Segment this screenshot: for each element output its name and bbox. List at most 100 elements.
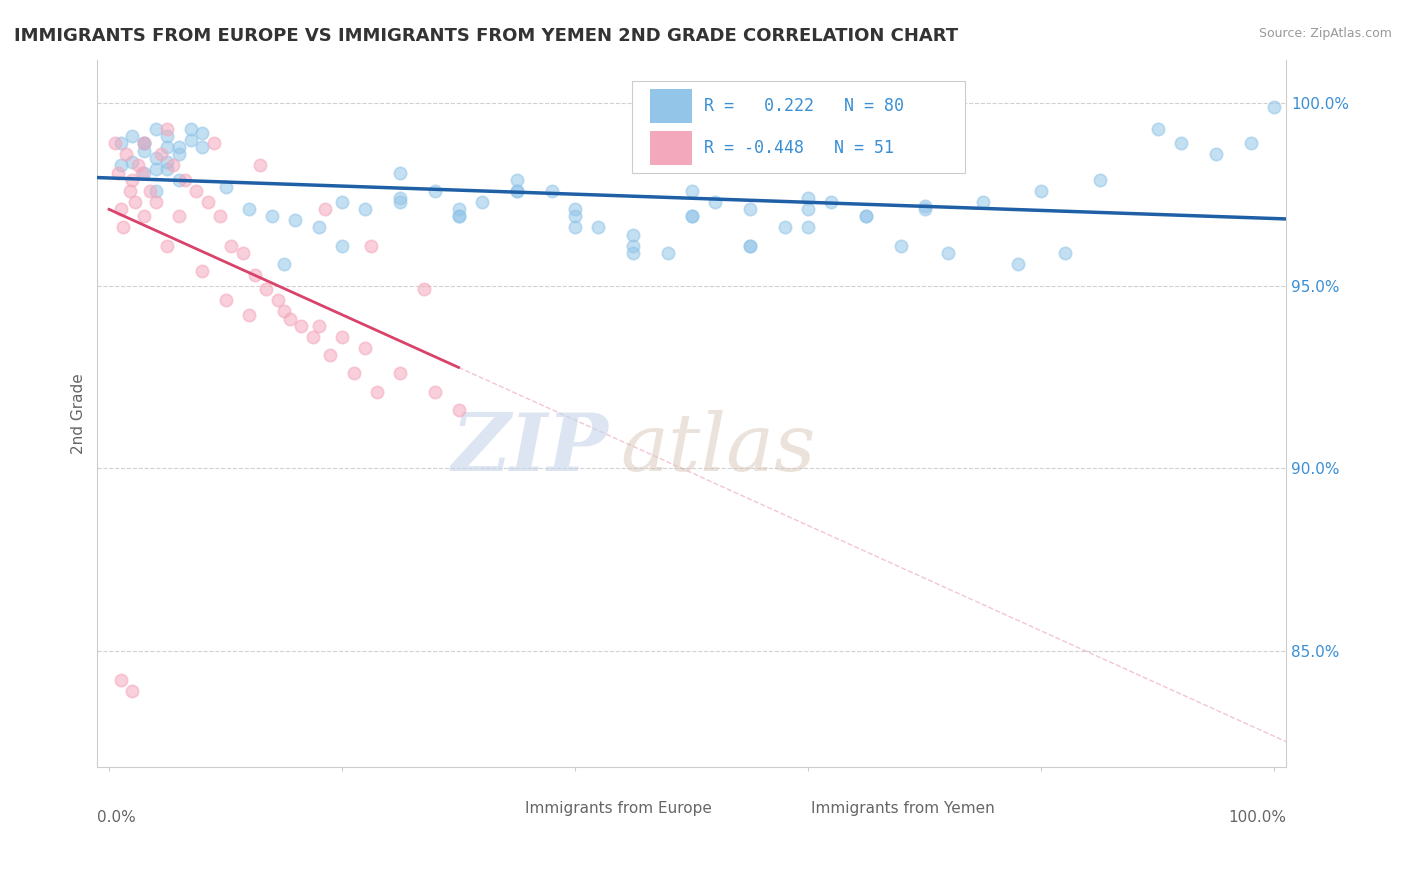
- Point: [145, 161, 167, 176]
- Point: [704, 194, 727, 209]
- Text: 100.0%: 100.0%: [1227, 810, 1286, 825]
- Point: [773, 220, 796, 235]
- Text: Immigrants from Europe: Immigrants from Europe: [526, 801, 711, 816]
- FancyBboxPatch shape: [633, 81, 965, 173]
- Point: [890, 238, 912, 252]
- Point: [191, 140, 214, 154]
- Point: [914, 198, 936, 212]
- Point: [797, 220, 820, 235]
- Point: [447, 402, 470, 417]
- Point: [167, 147, 190, 161]
- Point: [267, 293, 290, 308]
- Point: [262, 210, 284, 224]
- Text: IMMIGRANTS FROM EUROPE VS IMMIGRANTS FROM YEMEN 2ND GRADE CORRELATION CHART: IMMIGRANTS FROM EUROPE VS IMMIGRANTS FRO…: [14, 27, 957, 45]
- Point: [121, 683, 143, 698]
- Point: [681, 184, 703, 198]
- Text: 0.0%: 0.0%: [97, 810, 136, 825]
- Point: [104, 136, 127, 151]
- Point: [855, 210, 877, 224]
- Point: [111, 220, 134, 235]
- Point: [330, 194, 353, 209]
- Point: [797, 191, 820, 205]
- Point: [621, 246, 644, 260]
- Point: [121, 154, 143, 169]
- Point: [145, 194, 167, 209]
- Point: [238, 202, 260, 216]
- Point: [273, 257, 295, 271]
- Point: [214, 293, 236, 308]
- Point: [132, 136, 155, 151]
- Point: [1146, 122, 1168, 136]
- Point: [447, 202, 470, 216]
- Point: [249, 158, 271, 172]
- Point: [1170, 136, 1192, 151]
- Point: [238, 308, 260, 322]
- Point: [191, 264, 214, 278]
- Point: [425, 384, 447, 399]
- Point: [1240, 136, 1263, 151]
- Point: [180, 122, 202, 136]
- Point: [1088, 173, 1111, 187]
- Point: [820, 194, 842, 209]
- Point: [621, 227, 644, 242]
- Point: [681, 210, 703, 224]
- Point: [150, 147, 173, 161]
- Point: [127, 158, 149, 172]
- Bar: [650, 131, 692, 165]
- Point: [254, 282, 277, 296]
- Point: [214, 180, 236, 194]
- Text: R =   0.222   N = 80: R = 0.222 N = 80: [703, 96, 904, 114]
- Point: [208, 210, 231, 224]
- Point: [197, 194, 219, 209]
- Point: [145, 184, 167, 198]
- Point: [139, 184, 162, 198]
- Text: ZIP: ZIP: [451, 410, 609, 488]
- Point: [319, 348, 342, 362]
- Point: [314, 202, 336, 216]
- Point: [191, 126, 214, 140]
- Point: [107, 166, 129, 180]
- Point: [540, 184, 562, 198]
- Point: [221, 238, 243, 252]
- Point: [162, 158, 184, 172]
- Point: [110, 673, 132, 687]
- Point: [156, 154, 179, 169]
- Point: [167, 140, 190, 154]
- Point: [564, 210, 586, 224]
- Point: [145, 151, 167, 165]
- Point: [389, 194, 412, 209]
- Point: [180, 133, 202, 147]
- Text: R = -0.448   N = 51: R = -0.448 N = 51: [703, 139, 894, 157]
- Point: [110, 158, 132, 172]
- Point: [360, 238, 382, 252]
- Point: [366, 384, 388, 399]
- Point: [389, 191, 412, 205]
- Point: [118, 184, 141, 198]
- Point: [131, 166, 153, 180]
- Point: [173, 173, 195, 187]
- Point: [232, 246, 254, 260]
- Point: [506, 184, 529, 198]
- Point: [738, 238, 761, 252]
- Point: [1263, 100, 1285, 114]
- Point: [167, 173, 190, 187]
- Point: [343, 367, 366, 381]
- Point: [186, 184, 208, 198]
- Point: [506, 173, 529, 187]
- Point: [588, 220, 610, 235]
- Point: [564, 220, 586, 235]
- Point: [914, 202, 936, 216]
- Point: [302, 330, 325, 344]
- Point: [354, 202, 377, 216]
- Point: [202, 136, 225, 151]
- Point: [855, 210, 877, 224]
- Point: [330, 330, 353, 344]
- Point: [797, 202, 820, 216]
- Point: [1053, 246, 1076, 260]
- Point: [738, 238, 761, 252]
- Point: [447, 210, 470, 224]
- Y-axis label: 2nd Grade: 2nd Grade: [72, 373, 86, 454]
- Point: [308, 220, 330, 235]
- Point: [167, 210, 190, 224]
- Point: [936, 246, 959, 260]
